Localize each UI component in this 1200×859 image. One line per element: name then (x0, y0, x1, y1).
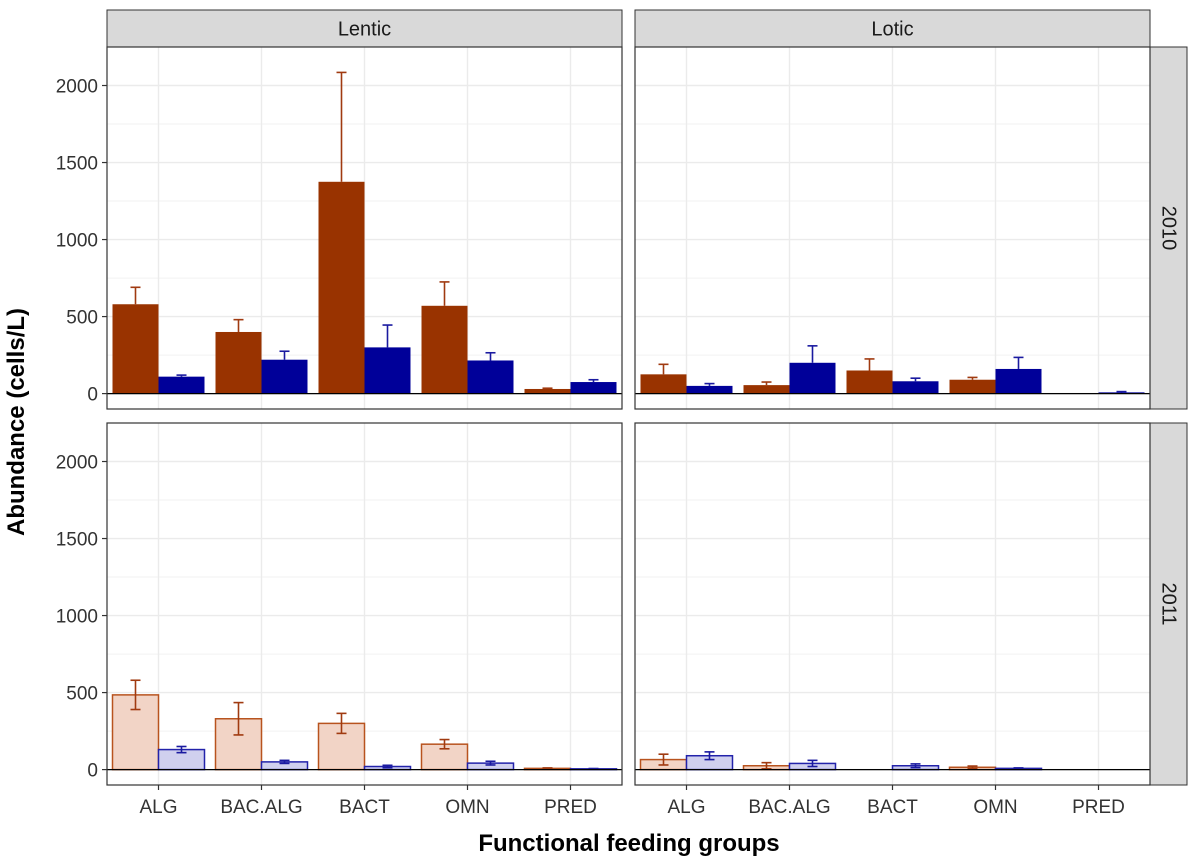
bar-orange-bact (318, 181, 365, 394)
bar-blue-bac-alg (261, 359, 308, 394)
x-tick-label: BACT (867, 797, 918, 818)
y-tick-label: 1000 (56, 607, 98, 628)
panel-lentic-2011: 0 500 1000 1500 2000 ALG BAC.ALG BACT OMN PRED (56, 422, 623, 818)
x-tick-label: OMN (445, 797, 489, 818)
bar-blue-bact (892, 381, 939, 394)
x-tick-label: BAC.ALG (748, 797, 830, 818)
y-tick-label: 500 (66, 308, 98, 329)
x-tick-label: BACT (339, 797, 390, 818)
panel-lentic-2010: 0 500 1000 1500 2000 (56, 46, 623, 410)
bar-orange-omn (421, 305, 468, 394)
bar-blue-alg (686, 385, 733, 394)
panel-border (106, 46, 623, 410)
facet-strip-lentic (106, 9, 623, 48)
y-tick-label: 1500 (56, 154, 98, 175)
x-tick-label: OMN (973, 797, 1017, 818)
x-tick-label: BAC.ALG (220, 797, 302, 818)
y-tick-label: 2000 (56, 77, 98, 98)
x-tick-label: PRED (544, 797, 597, 818)
bar-orange-bac-alg (215, 331, 262, 394)
facet-strip-2010 (1149, 46, 1188, 410)
x-axis-title: Functional feeding groups (478, 830, 779, 857)
bar-orange-alg (640, 374, 687, 394)
facet-strip-2011 (1149, 422, 1188, 786)
facet-label-2010: 2010 (1158, 206, 1180, 251)
bar-blue-alg (158, 376, 205, 394)
y-tick-label: 0 (87, 385, 98, 406)
panel-border (634, 46, 1151, 410)
y-axis-title: Abundance (cells/L) (3, 308, 30, 536)
bar-orange-bac-alg (743, 385, 790, 394)
facet-strip-lotic (634, 9, 1151, 48)
bar-orange-bact (846, 370, 893, 394)
facet-label-lotic: Lotic (871, 19, 913, 41)
y-tick-label: 1000 (56, 231, 98, 252)
bar-blue-bact (364, 347, 411, 394)
x-tick-label: PRED (1072, 797, 1125, 818)
x-tick-label: ALG (667, 797, 705, 818)
y-tick-label: 0 (87, 761, 98, 782)
bar-blue-bac-alg (789, 362, 836, 394)
bar-orange-alg (112, 304, 159, 394)
facet-label-2011: 2011 (1158, 582, 1180, 625)
bar-blue-pred (570, 382, 617, 394)
facet-label-lentic: Lentic (338, 19, 391, 41)
bar-orange-pred (524, 388, 571, 394)
panel-lotic-2010 (634, 46, 1151, 410)
y-tick-label: 1500 (56, 530, 98, 551)
y-tick-label: 2000 (56, 453, 98, 474)
x-tick-label: ALG (139, 797, 177, 818)
bar-blue-omn (467, 360, 514, 394)
y-tick-label: 500 (66, 684, 98, 705)
bar-blue-omn (995, 368, 1042, 394)
panel-lotic-2011: ALG BAC.ALG BACT OMN PRED (634, 422, 1151, 818)
bar-orange-omn (949, 379, 996, 394)
